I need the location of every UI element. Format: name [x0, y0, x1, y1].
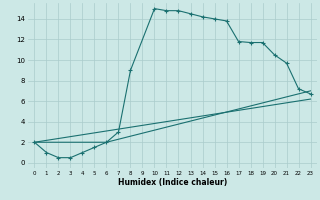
X-axis label: Humidex (Indice chaleur): Humidex (Indice chaleur): [118, 178, 227, 187]
